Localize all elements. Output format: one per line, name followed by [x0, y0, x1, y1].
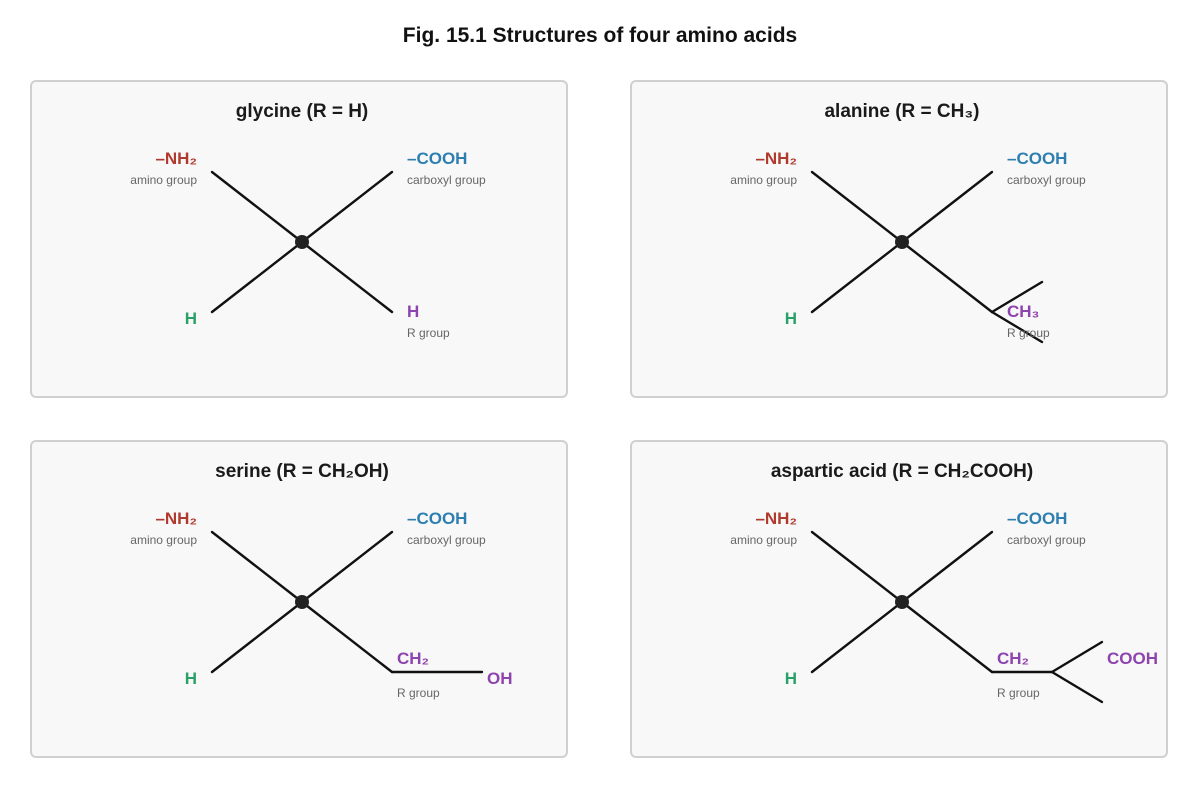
panel-title: glycine (R = H): [236, 101, 369, 122]
bond-amino: [210, 530, 304, 604]
r-group-caption: R group: [407, 326, 450, 340]
bond-carboxyl: [900, 530, 994, 604]
panel-serine: serine (R = CH₂OH) –NH₂ amino group –COO…: [30, 440, 568, 758]
glycine-structure: glycine (R = H) –NH₂ amino group –COOH c…: [130, 101, 486, 340]
amino-group-caption: amino group: [730, 533, 797, 547]
bond-side-carboxyl-upper: [1050, 640, 1104, 674]
amino-group-caption: amino group: [130, 173, 197, 187]
amino-group-label: –NH₂: [155, 149, 197, 168]
bond-hydrogen: [210, 600, 304, 674]
bond-methyl-upper: [990, 280, 1044, 314]
bond-hydrogen: [210, 240, 304, 314]
bond-amino: [810, 530, 904, 604]
r-group-caption: R group: [997, 686, 1040, 700]
alpha-carbon-atom: [295, 235, 309, 249]
alpha-carbon-atom: [895, 235, 909, 249]
serine-structure: serine (R = CH₂OH) –NH₂ amino group –COO…: [130, 461, 513, 700]
bond-hydrogen: [810, 600, 904, 674]
bond-r-group: [900, 600, 994, 674]
amino-group-label: –NH₂: [155, 509, 197, 528]
panel-title: alanine (R = CH₃): [824, 101, 979, 122]
carboxyl-group-caption: carboxyl group: [407, 173, 486, 187]
bond-methyl-lower: [990, 310, 1044, 344]
panel-title: serine (R = CH₂OH): [215, 461, 389, 482]
hydrogen-label: H: [185, 669, 197, 688]
r-group-label: H: [407, 302, 419, 321]
bond-amino: [210, 170, 304, 244]
amino-group-caption: amino group: [130, 533, 197, 547]
carboxyl-group-label: –COOH: [407, 509, 467, 528]
bond-amino: [810, 170, 904, 244]
bond-hydrogen: [810, 240, 904, 314]
r-group-ch2-label: CH₂: [397, 649, 429, 668]
bond-carboxyl: [900, 170, 994, 244]
bond-side-carboxyl-lower: [1050, 670, 1104, 704]
bond-carboxyl: [300, 170, 394, 244]
r-group-cooh-label: COOH: [1107, 649, 1158, 668]
bond-r-group: [300, 240, 394, 314]
panel-alanine: alanine (R = CH₃) –NH₂ amino group –COOH…: [630, 80, 1168, 398]
bond-r-group: [900, 240, 994, 314]
alanine-structure: alanine (R = CH₃) –NH₂ amino group –COOH…: [730, 101, 1086, 344]
r-group-ch2-label: CH₂: [997, 649, 1029, 668]
r-group-caption: R group: [1007, 326, 1050, 340]
carboxyl-group-caption: carboxyl group: [1007, 533, 1086, 547]
carboxyl-group-caption: carboxyl group: [1007, 173, 1086, 187]
bond-r-group: [300, 600, 394, 674]
r-group-label: CH₃: [1007, 302, 1039, 321]
figure-title: Fig. 15.1 Structures of four amino acids: [402, 24, 798, 47]
amino-group-label: –NH₂: [755, 149, 797, 168]
amino-group-caption: amino group: [730, 173, 797, 187]
alpha-carbon-atom: [895, 595, 909, 609]
alpha-carbon-atom: [295, 595, 309, 609]
hydrogen-label: H: [785, 669, 797, 688]
bond-carboxyl: [300, 530, 394, 604]
hydrogen-label: H: [785, 309, 797, 328]
r-group-oh-label: OH: [487, 669, 513, 688]
carboxyl-group-caption: carboxyl group: [407, 533, 486, 547]
r-group-caption: R group: [397, 686, 440, 700]
hydrogen-label: H: [185, 309, 197, 328]
carboxyl-group-label: –COOH: [1007, 509, 1067, 528]
aspartic-acid-structure: aspartic acid (R = CH₂COOH) –NH₂ amino g…: [730, 461, 1158, 704]
amino-group-label: –NH₂: [755, 509, 797, 528]
carboxyl-group-label: –COOH: [407, 149, 467, 168]
panel-title: aspartic acid (R = CH₂COOH): [771, 461, 1033, 482]
panel-aspartic-acid: aspartic acid (R = CH₂COOH) –NH₂ amino g…: [630, 440, 1168, 758]
carboxyl-group-label: –COOH: [1007, 149, 1067, 168]
panel-glycine: glycine (R = H) –NH₂ amino group –COOH c…: [30, 80, 568, 398]
